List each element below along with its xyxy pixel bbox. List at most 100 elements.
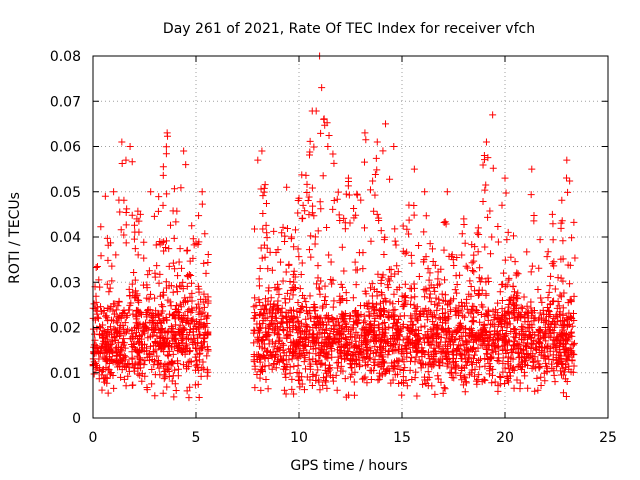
data-point-peak (180, 147, 188, 155)
data-point (524, 384, 532, 392)
data-point-peak (344, 174, 352, 182)
data-point (443, 355, 451, 363)
data-point (426, 240, 434, 248)
data-point (559, 277, 567, 285)
data-point (378, 291, 386, 299)
data-point (185, 348, 193, 356)
data-point (131, 360, 139, 368)
data-point (392, 241, 400, 249)
data-point (494, 238, 502, 246)
data-point (174, 272, 182, 280)
data-point (170, 185, 178, 193)
data-point (360, 374, 368, 382)
data-point (260, 241, 268, 249)
data-point (202, 295, 210, 303)
data-point (140, 327, 148, 335)
data-point (261, 354, 269, 362)
data-point (321, 297, 328, 305)
data-point (279, 346, 287, 354)
data-point (337, 343, 345, 351)
data-point (98, 342, 106, 350)
data-point (498, 201, 506, 209)
data-point-peak (421, 188, 429, 196)
data-point (297, 270, 305, 278)
data-point (377, 337, 385, 345)
data-point (307, 253, 315, 261)
data-point (135, 298, 143, 306)
data-point (122, 239, 130, 247)
data-point (251, 384, 259, 392)
data-point (288, 385, 296, 393)
data-point (286, 316, 294, 324)
data-point (289, 271, 297, 279)
data-point (120, 231, 128, 239)
data-point (441, 291, 449, 299)
data-point (289, 306, 297, 314)
data-point (122, 209, 130, 217)
data-point (111, 310, 119, 318)
data-point (503, 236, 511, 244)
data-point (379, 147, 387, 155)
data-point (140, 323, 148, 331)
data-point (305, 349, 313, 357)
data-point (195, 393, 203, 401)
data-point (324, 351, 332, 359)
data-point (162, 237, 170, 245)
data-point (570, 292, 578, 300)
data-point (291, 226, 299, 234)
data-point (359, 354, 367, 362)
data-point (322, 300, 330, 308)
data-point (569, 350, 577, 358)
data-point (156, 371, 164, 379)
data-point (273, 330, 281, 338)
y-axis-label: ROTI / TECUs (7, 192, 23, 284)
data-point (569, 368, 577, 376)
data-point (405, 325, 413, 333)
data-point (178, 333, 186, 341)
data-point (164, 334, 172, 342)
data-point (171, 265, 179, 273)
data-point (403, 333, 411, 341)
data-point (518, 335, 526, 343)
data-point (405, 338, 413, 346)
data-point (199, 344, 207, 352)
data-point (98, 368, 106, 376)
data-point (497, 374, 505, 382)
data-point (429, 257, 437, 265)
data-point (403, 345, 411, 353)
data-point (441, 276, 449, 284)
data-point (175, 365, 183, 373)
data-point (126, 301, 134, 309)
data-point (398, 391, 406, 399)
data-point (296, 345, 304, 353)
data-point (410, 280, 418, 288)
data-point (159, 389, 167, 397)
data-point (435, 343, 443, 351)
data-point (503, 281, 511, 289)
data-point (283, 331, 291, 339)
data-point (419, 348, 427, 356)
data-point (351, 368, 359, 376)
data-point (185, 320, 193, 328)
data-point (538, 344, 546, 352)
data-point (149, 318, 157, 326)
data-point (91, 330, 99, 338)
data-point (145, 356, 153, 364)
data-point (366, 186, 374, 194)
data-point (156, 318, 164, 326)
data-point (375, 375, 383, 383)
data-point (112, 306, 120, 314)
data-point (419, 307, 427, 315)
data-point (517, 303, 525, 311)
data-point-peak (110, 188, 118, 196)
data-point (281, 237, 289, 245)
data-point (477, 311, 485, 319)
data-point (119, 360, 127, 368)
data-point (522, 357, 530, 365)
data-point (266, 320, 274, 328)
data-point (361, 334, 369, 342)
data-point (140, 254, 148, 262)
data-point (341, 225, 349, 233)
data-point (350, 204, 358, 212)
data-point (507, 327, 515, 335)
